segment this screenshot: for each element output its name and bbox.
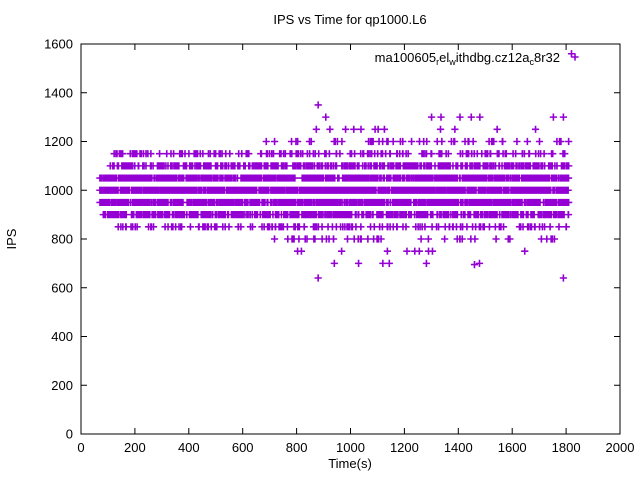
x-tick-label: 1000	[336, 440, 365, 455]
y-tick-label: 1000	[44, 183, 73, 198]
legend-plus-icon	[571, 53, 579, 61]
x-tick-label: 1600	[498, 440, 527, 455]
legend-subscript: c	[529, 57, 534, 67]
legend[interactable]: ma100605relwithdbg.cz12ac8r32	[375, 50, 579, 67]
y-tick-label: 1200	[44, 134, 73, 149]
legend-text: ma100605	[375, 50, 436, 65]
legend-subscript: r	[436, 57, 439, 67]
x-tick-label: 0	[77, 440, 84, 455]
x-tick-label: 200	[124, 440, 146, 455]
legend-text: ithdbg.cz12a	[456, 50, 530, 65]
y-axis-title: IPS	[4, 228, 19, 249]
legend-marker-plus-icon	[571, 53, 579, 61]
data-series-points	[96, 50, 576, 282]
scatter-points	[96, 50, 576, 282]
x-tick-label: 800	[286, 440, 308, 455]
legend-text: el	[439, 50, 449, 65]
chart-title: IPS vs Time for qp1000.L6	[273, 12, 426, 27]
y-tick-label: 800	[51, 232, 73, 247]
y-tick-label: 600	[51, 280, 73, 295]
x-axis-title: Time(s)	[328, 456, 372, 471]
x-tick-label: 2000	[606, 440, 635, 455]
x-tick-label: 400	[178, 440, 200, 455]
legend-series-label: ma100605relwithdbg.cz12ac8r32	[375, 50, 560, 67]
y-axis: 0 200 400 600 800 1000 1200 1400 1600	[44, 37, 620, 442]
y-tick-label: 1400	[44, 85, 73, 100]
x-axis: 0 200 400 600 800 1000 1200 1400 1600 1800 2000	[77, 44, 634, 455]
y-tick-label: 400	[51, 329, 73, 344]
x-tick-label: 600	[232, 440, 254, 455]
y-tick-label: 1600	[44, 37, 73, 52]
y-tick-label: 200	[51, 378, 73, 393]
legend-text: 8r32	[534, 50, 560, 65]
y-tick-label: 0	[66, 427, 73, 442]
x-tick-label: 1200	[390, 440, 419, 455]
legend-subscript: w	[448, 57, 456, 67]
x-tick-label: 1800	[552, 440, 581, 455]
x-tick-label: 1400	[444, 440, 473, 455]
